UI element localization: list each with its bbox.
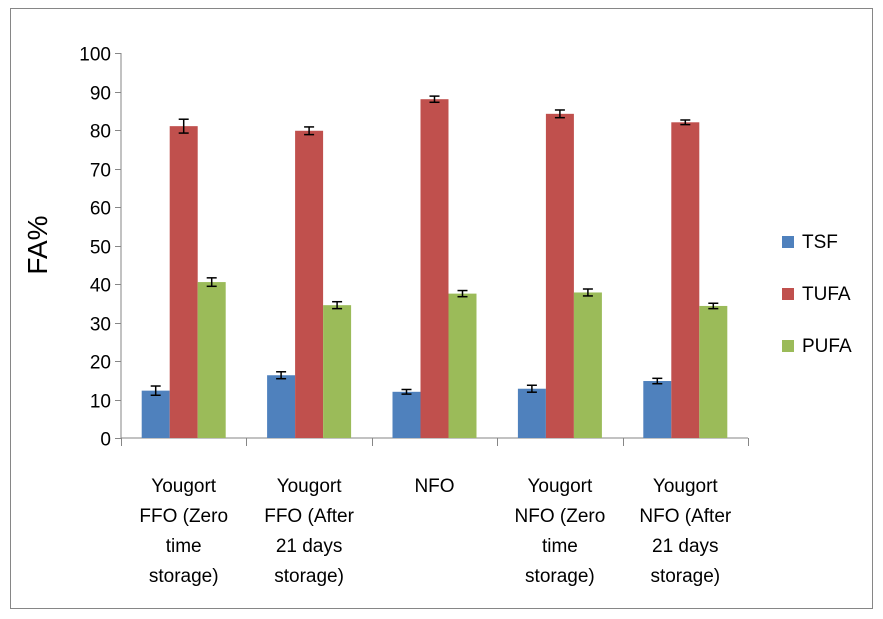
legend-item-tsf: TSF	[782, 232, 838, 253]
error-bar-pufa-3	[457, 289, 468, 298]
error-bar-pufa-4	[582, 288, 593, 297]
x-category-label: Yougort NFO (After 21 days storage)	[639, 476, 732, 587]
error-bar-tufa-2	[304, 126, 315, 136]
legend-swatch	[782, 340, 794, 352]
bar-pufa-4	[573, 292, 602, 438]
y-tick-label: 100	[79, 45, 111, 66]
legend-swatch	[782, 288, 794, 300]
bar-tufa-3	[420, 99, 449, 438]
bar-tufa-1	[169, 126, 198, 439]
x-category-label: NFO	[414, 476, 454, 497]
y-tick-label: 50	[90, 238, 111, 259]
legend-item-pufa: PUFA	[782, 336, 852, 357]
legend-label: PUFA	[802, 336, 852, 357]
error-bar-tufa-4	[554, 109, 565, 119]
error-bars	[150, 95, 719, 397]
y-tick-label: 70	[90, 161, 111, 182]
bar-tsf-4	[517, 388, 546, 438]
y-tick-label: 0	[100, 430, 111, 451]
y-tick-label: 30	[90, 315, 111, 336]
x-category-label: Yougort FFO (Zero time storage)	[139, 476, 228, 587]
y-tick-label: 90	[90, 84, 111, 105]
bar-tsf-3	[392, 391, 421, 438]
y-tick-label: 10	[90, 392, 111, 413]
error-bar-tsf-5	[652, 377, 663, 385]
x-axis-labels: Yougort FFO (Zero time storage) Yougort FFO (…	[139, 476, 732, 587]
error-bar-tsf-1	[150, 385, 161, 397]
bar-tufa-4	[545, 113, 574, 438]
bar-tufa-5	[671, 122, 700, 439]
error-bar-tufa-1	[178, 118, 189, 134]
y-axis-title: FA%	[22, 215, 53, 274]
x-category-label: Yougort FFO (After 21 days storage)	[264, 476, 354, 587]
bars	[141, 99, 728, 439]
bar-pufa-1	[197, 282, 226, 438]
error-bar-pufa-2	[332, 300, 343, 310]
error-bar-tsf-4	[526, 384, 537, 393]
x-category-label: Yougort NFO (Zero time storage)	[515, 476, 606, 587]
error-bar-pufa-5	[708, 302, 719, 310]
bar-tsf-5	[643, 381, 672, 438]
legend: TSF TUFA PUFA	[782, 232, 852, 357]
error-bar-tufa-3	[429, 95, 440, 104]
bar-tsf-1	[141, 390, 170, 438]
y-tick-label: 80	[90, 122, 111, 143]
y-tick-label: 40	[90, 276, 111, 297]
bar-pufa-3	[448, 293, 477, 438]
legend-swatch	[782, 236, 794, 248]
legend-label: TUFA	[802, 284, 851, 305]
y-tick-label: 60	[90, 199, 111, 220]
bar-pufa-2	[323, 305, 352, 438]
bar-pufa-5	[699, 305, 728, 438]
error-bar-tsf-2	[276, 371, 287, 380]
bar-tsf-2	[267, 375, 296, 438]
y-tick-label: 20	[90, 353, 111, 374]
error-bar-tufa-5	[680, 119, 691, 126]
legend-item-tufa: TUFA	[782, 284, 851, 305]
bar-tufa-2	[295, 130, 324, 438]
error-bar-tsf-3	[401, 388, 412, 395]
legend-label: TSF	[802, 232, 838, 253]
error-bar-pufa-1	[206, 277, 217, 288]
